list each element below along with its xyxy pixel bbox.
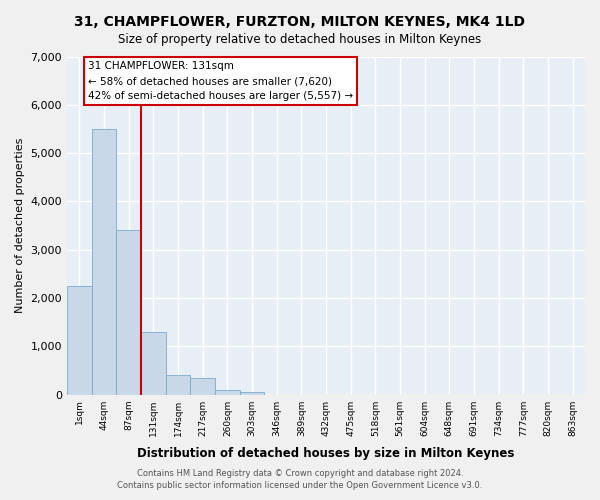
Bar [92, 129, 116, 394]
Bar [67, 286, 92, 395]
Bar [190, 378, 215, 394]
Bar [239, 392, 265, 394]
Text: 31, CHAMPFLOWER, FURZTON, MILTON KEYNES, MK4 1LD: 31, CHAMPFLOWER, FURZTON, MILTON KEYNES,… [74, 15, 526, 29]
Bar [141, 332, 166, 394]
X-axis label: Distribution of detached houses by size in Milton Keynes: Distribution of detached houses by size … [137, 447, 515, 460]
Y-axis label: Number of detached properties: Number of detached properties [15, 138, 25, 314]
Bar [116, 230, 141, 394]
Text: Contains HM Land Registry data © Crown copyright and database right 2024.
Contai: Contains HM Land Registry data © Crown c… [118, 468, 482, 490]
Bar [166, 376, 190, 394]
Text: Size of property relative to detached houses in Milton Keynes: Size of property relative to detached ho… [118, 32, 482, 46]
Bar [215, 390, 239, 394]
Text: 31 CHAMPFLOWER: 131sqm
← 58% of detached houses are smaller (7,620)
42% of semi-: 31 CHAMPFLOWER: 131sqm ← 58% of detached… [88, 62, 353, 101]
